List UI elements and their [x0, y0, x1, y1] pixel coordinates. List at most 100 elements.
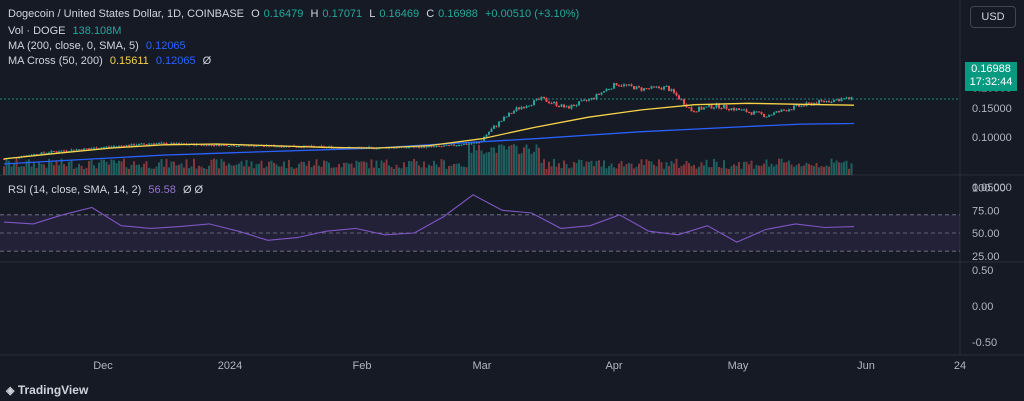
candle-body [583, 99, 585, 101]
candle-body [830, 101, 833, 103]
volume-bar [698, 166, 700, 175]
volume-bar [793, 166, 795, 175]
candle-body [465, 143, 468, 145]
volume-bar [435, 164, 438, 175]
candle-body [65, 150, 68, 152]
volume-bar [685, 160, 688, 175]
volume-bar [828, 166, 830, 175]
tradingview-logo[interactable]: ◈ TradingView [6, 383, 88, 397]
candle-body [518, 107, 520, 110]
currency-button[interactable]: USD [970, 6, 1016, 28]
volume-bar [753, 168, 755, 175]
candle-body [103, 147, 105, 149]
volume-bar [590, 160, 593, 175]
volume-bar [610, 163, 613, 175]
low-label: L [369, 8, 376, 20]
volume-bar [245, 159, 248, 175]
candle-body [500, 120, 503, 122]
volume-bar [193, 158, 195, 175]
volume-bar [673, 163, 675, 175]
candle-body [313, 145, 315, 147]
volume-bar [600, 166, 603, 175]
candle-body [725, 105, 728, 109]
volume-bar [238, 163, 240, 175]
volume-bar [458, 163, 460, 175]
candle-body [50, 151, 53, 153]
volume-bar [515, 145, 518, 175]
symbol-legend: Dogecoin / United States Dollar, 1D, COI… [8, 8, 583, 20]
ma-cross-legend[interactable]: MA Cross (50, 200) 0.15611 0.12065 Ø [8, 55, 215, 67]
volume-bar [513, 144, 515, 175]
candle-body [48, 152, 50, 154]
volume-bar [418, 165, 420, 175]
candle-body [133, 144, 135, 146]
volume-bar [5, 159, 8, 175]
volume-bar [420, 167, 423, 175]
candle-body [450, 144, 453, 146]
candle-body [660, 87, 663, 90]
candle-body [643, 88, 645, 91]
candle-body [70, 149, 73, 152]
candle-body [80, 149, 83, 151]
volume-bar [663, 168, 665, 175]
candle-body [815, 102, 818, 104]
volume-bar [775, 164, 778, 175]
candle-body [275, 146, 278, 148]
volume-bar [353, 167, 355, 175]
candle-body [458, 145, 460, 147]
volume-bar [83, 168, 85, 175]
volume-bar [548, 161, 550, 175]
volume-bar [823, 166, 825, 175]
volume-bar [805, 162, 808, 175]
candle-body [723, 105, 725, 109]
candle-body [523, 107, 525, 109]
volume-bar [595, 160, 598, 175]
volume-bar [18, 167, 20, 175]
candle-body [443, 145, 445, 147]
volume-bar [593, 166, 595, 175]
volume-bar [585, 161, 588, 175]
rsi-legend[interactable]: RSI (14, close, SMA, 14, 2) 56.58 Ø Ø [8, 184, 207, 196]
candle-body [93, 147, 95, 149]
ma-legend[interactable]: MA (200, close, 0, SMA, 5) 0.12065 [8, 40, 190, 52]
candle-body [115, 146, 118, 148]
volume-bar [743, 161, 745, 175]
candle-body [553, 102, 555, 104]
volume-bar [163, 166, 165, 175]
candle-body [658, 86, 660, 88]
candle-body [455, 145, 458, 147]
volume-bar [563, 160, 565, 175]
volume-bar [380, 160, 383, 175]
ma-value: 0.12065 [145, 40, 186, 52]
volume-bar [165, 158, 168, 175]
candle-body [818, 100, 820, 104]
volume-bar [150, 168, 153, 175]
volume-bar [260, 160, 263, 175]
candle-body [728, 108, 730, 111]
volume-bar [765, 159, 768, 175]
volume-bar [168, 167, 170, 175]
volume-bar [230, 165, 233, 175]
volume-bar [460, 166, 463, 175]
candle-body [608, 88, 610, 90]
volume-bar [305, 165, 308, 175]
candle-body [95, 147, 98, 149]
volume-bar [760, 165, 763, 175]
volume-bar [225, 165, 228, 175]
volume-bar [588, 162, 590, 175]
volume-bar [428, 164, 430, 175]
volume-bar [525, 144, 528, 175]
volume-legend[interactable]: Vol · DOGE 138.108M [8, 25, 125, 37]
candle-body [833, 99, 835, 102]
volume-bar [23, 166, 25, 175]
candle-body [395, 147, 398, 149]
volume-bar [423, 161, 425, 175]
volume-bar [723, 160, 725, 175]
volume-bar [303, 162, 305, 175]
volume-bar [493, 147, 495, 175]
volume-bar [808, 163, 810, 175]
candle-body [90, 148, 93, 150]
candle-body [588, 99, 590, 101]
candle-body [778, 111, 780, 113]
